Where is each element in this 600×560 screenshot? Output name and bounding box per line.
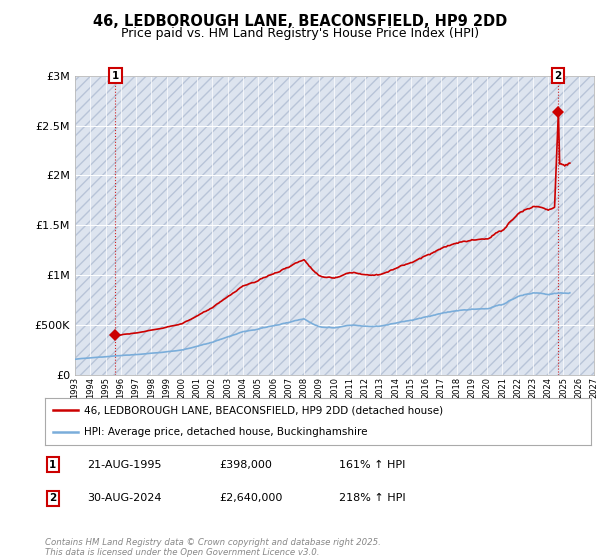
Text: 218% ↑ HPI: 218% ↑ HPI xyxy=(339,493,406,503)
Text: 46, LEDBOROUGH LANE, BEACONSFIELD, HP9 2DD: 46, LEDBOROUGH LANE, BEACONSFIELD, HP9 2… xyxy=(93,14,507,29)
Text: 46, LEDBOROUGH LANE, BEACONSFIELD, HP9 2DD (detached house): 46, LEDBOROUGH LANE, BEACONSFIELD, HP9 2… xyxy=(85,405,443,416)
Text: 2: 2 xyxy=(554,71,562,81)
Text: £398,000: £398,000 xyxy=(219,460,272,470)
Text: 1: 1 xyxy=(49,460,56,470)
Text: HPI: Average price, detached house, Buckinghamshire: HPI: Average price, detached house, Buck… xyxy=(85,427,368,437)
Text: 30-AUG-2024: 30-AUG-2024 xyxy=(87,493,161,503)
Text: 21-AUG-1995: 21-AUG-1995 xyxy=(87,460,161,470)
Text: Price paid vs. HM Land Registry's House Price Index (HPI): Price paid vs. HM Land Registry's House … xyxy=(121,27,479,40)
Text: 161% ↑ HPI: 161% ↑ HPI xyxy=(339,460,406,470)
Text: £2,640,000: £2,640,000 xyxy=(219,493,283,503)
Text: 1: 1 xyxy=(112,71,119,81)
Text: 2: 2 xyxy=(49,493,56,503)
Text: Contains HM Land Registry data © Crown copyright and database right 2025.
This d: Contains HM Land Registry data © Crown c… xyxy=(45,538,381,557)
